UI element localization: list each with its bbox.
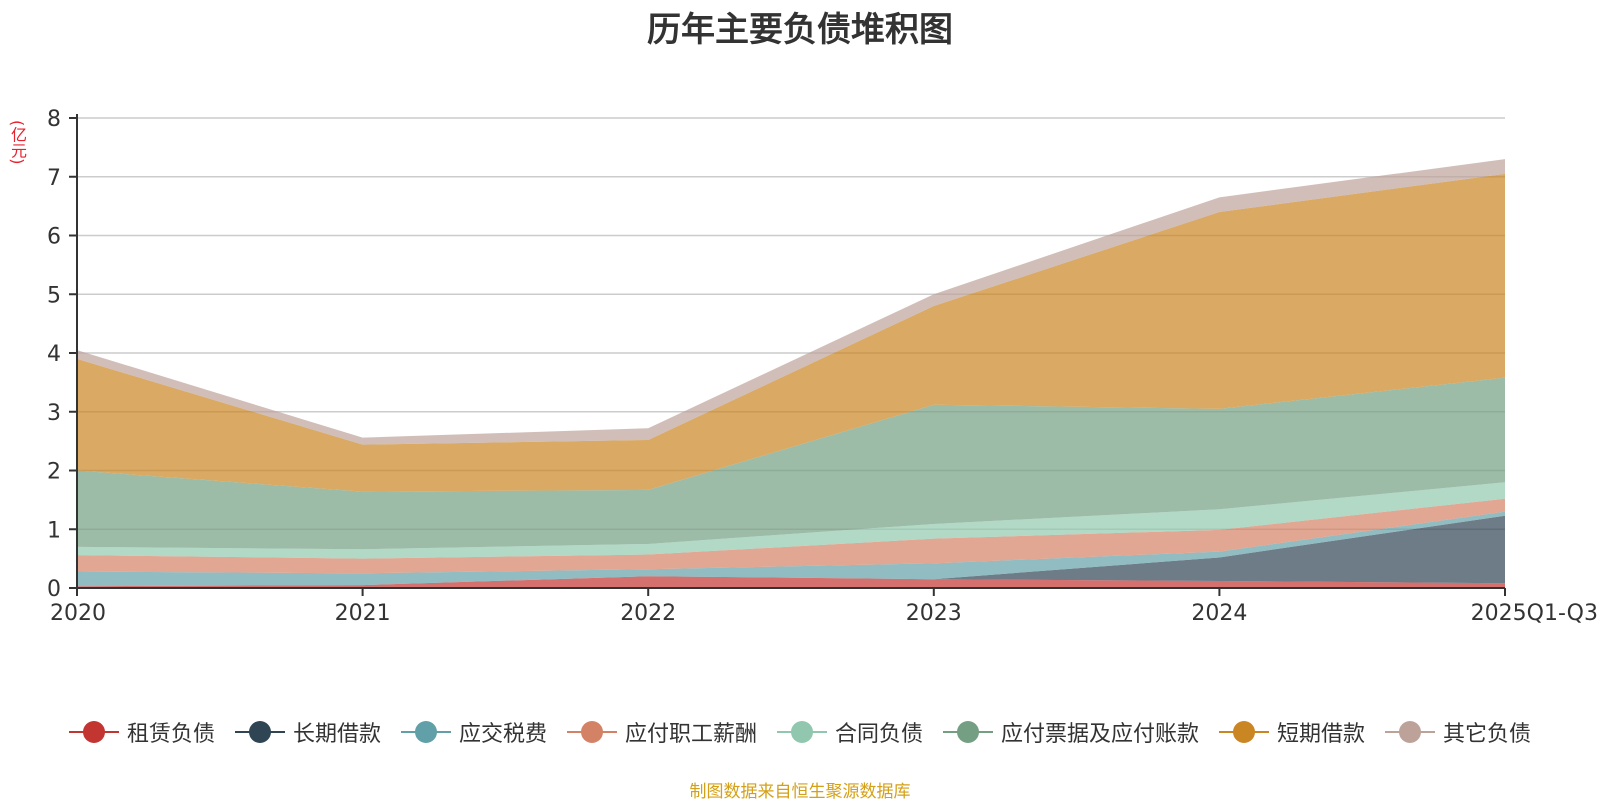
y-tick-label-8: 8 [47,107,61,132]
legend-label: 长期借款 [292,722,381,747]
legend-label: 应付职工薪酬 [624,722,757,747]
legend-item-2[interactable]: 应交税费 [400,716,547,748]
area-series [77,159,1505,588]
legend-marker-icon [400,720,451,744]
legend-label: 合同负债 [835,722,924,747]
axes: 0 1 2 3 4 5 6 7 8 2020 2021 2022 2023 2024 2025Q1-Q3 [47,107,1598,626]
legend-item-4[interactable]: 合同负债 [777,716,923,748]
legend-item-7[interactable]: 其它负债 [1385,716,1531,748]
y-tick-label-5: 5 [47,283,61,308]
legend-marker-icon [1219,720,1270,744]
area-series-7[interactable] [77,159,1505,445]
y-axis-unit: (亿元) [8,120,27,165]
data-source-note: 制图数据来自恒生聚源数据库 [689,782,911,802]
y-tick-label-1: 1 [47,518,61,543]
area-series-6[interactable] [77,173,1505,492]
area-series-3[interactable] [77,498,1505,574]
y-tick-label-7: 7 [47,166,61,191]
legend-marker-icon [1385,720,1436,744]
legend-marker-icon [777,720,827,744]
y-tick-label-2: 2 [47,460,61,485]
x-tick-label-1: 2021 [335,601,391,626]
x-tick-label-3: 2023 [906,601,962,626]
legend-label: 短期借款 [1277,722,1366,747]
x-tick-label-4: 2024 [1191,601,1247,626]
legend-marker-icon [566,720,617,744]
legend-item-1[interactable]: 长期借款 [234,716,381,748]
y-tick-label-0: 0 [47,577,61,602]
area-series-1[interactable] [77,515,1505,587]
legend-marker-icon [68,720,119,744]
area-series-4[interactable] [77,482,1505,559]
area-series-5[interactable] [77,377,1505,550]
area-series-2[interactable] [77,511,1505,587]
legend-item-6[interactable]: 短期借款 [1219,716,1365,748]
chart-title: 历年主要负债堆积图 [647,10,953,50]
legend-marker-icon [234,720,285,744]
legend: 租赁负债 长期借款 应交税费 应付职工薪酬 合同负债 应付票据及应付账款 短期借款 其它负债 [0,716,1600,748]
legend-label: 其它负债 [1443,722,1532,747]
legend-label: 应交税费 [458,722,547,747]
stacked-area-chart: 0 1 2 3 4 5 6 7 8 2020 2021 2022 2023 2024 2025Q1-Q3 [47,107,1598,626]
y-tick-label-4: 4 [47,342,61,367]
x-tick-label-5: 2025Q1-Q3 [1471,601,1598,626]
y-tick-label-6: 6 [47,225,61,250]
legend-marker-icon [943,720,994,744]
x-tick-label-2: 2022 [620,601,676,626]
x-tick-label-0: 2020 [50,601,106,626]
legend-item-5[interactable]: 应付票据及应付账款 [943,716,1199,748]
legend-item-3[interactable]: 应付职工薪酬 [566,716,757,748]
legend-item-0[interactable]: 租赁负债 [68,716,215,748]
legend-label: 应付票据及应付账款 [1001,722,1200,747]
area-series-0[interactable] [77,576,1505,588]
legend-label: 租赁负债 [126,722,215,747]
y-tick-label-3: 3 [47,401,61,426]
